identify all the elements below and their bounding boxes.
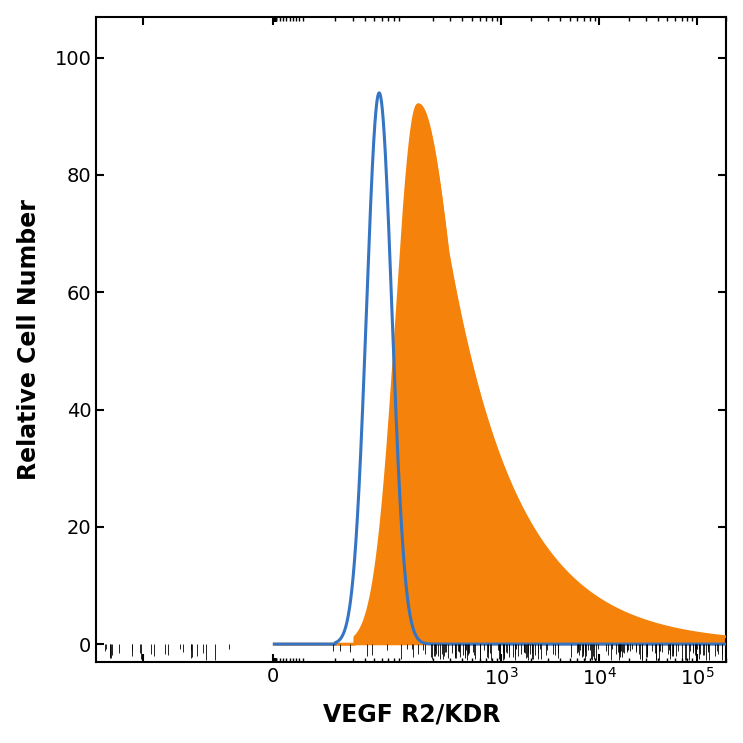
Y-axis label: Relative Cell Number: Relative Cell Number [16, 198, 41, 480]
X-axis label: VEGF R2/KDR: VEGF R2/KDR [322, 702, 500, 727]
